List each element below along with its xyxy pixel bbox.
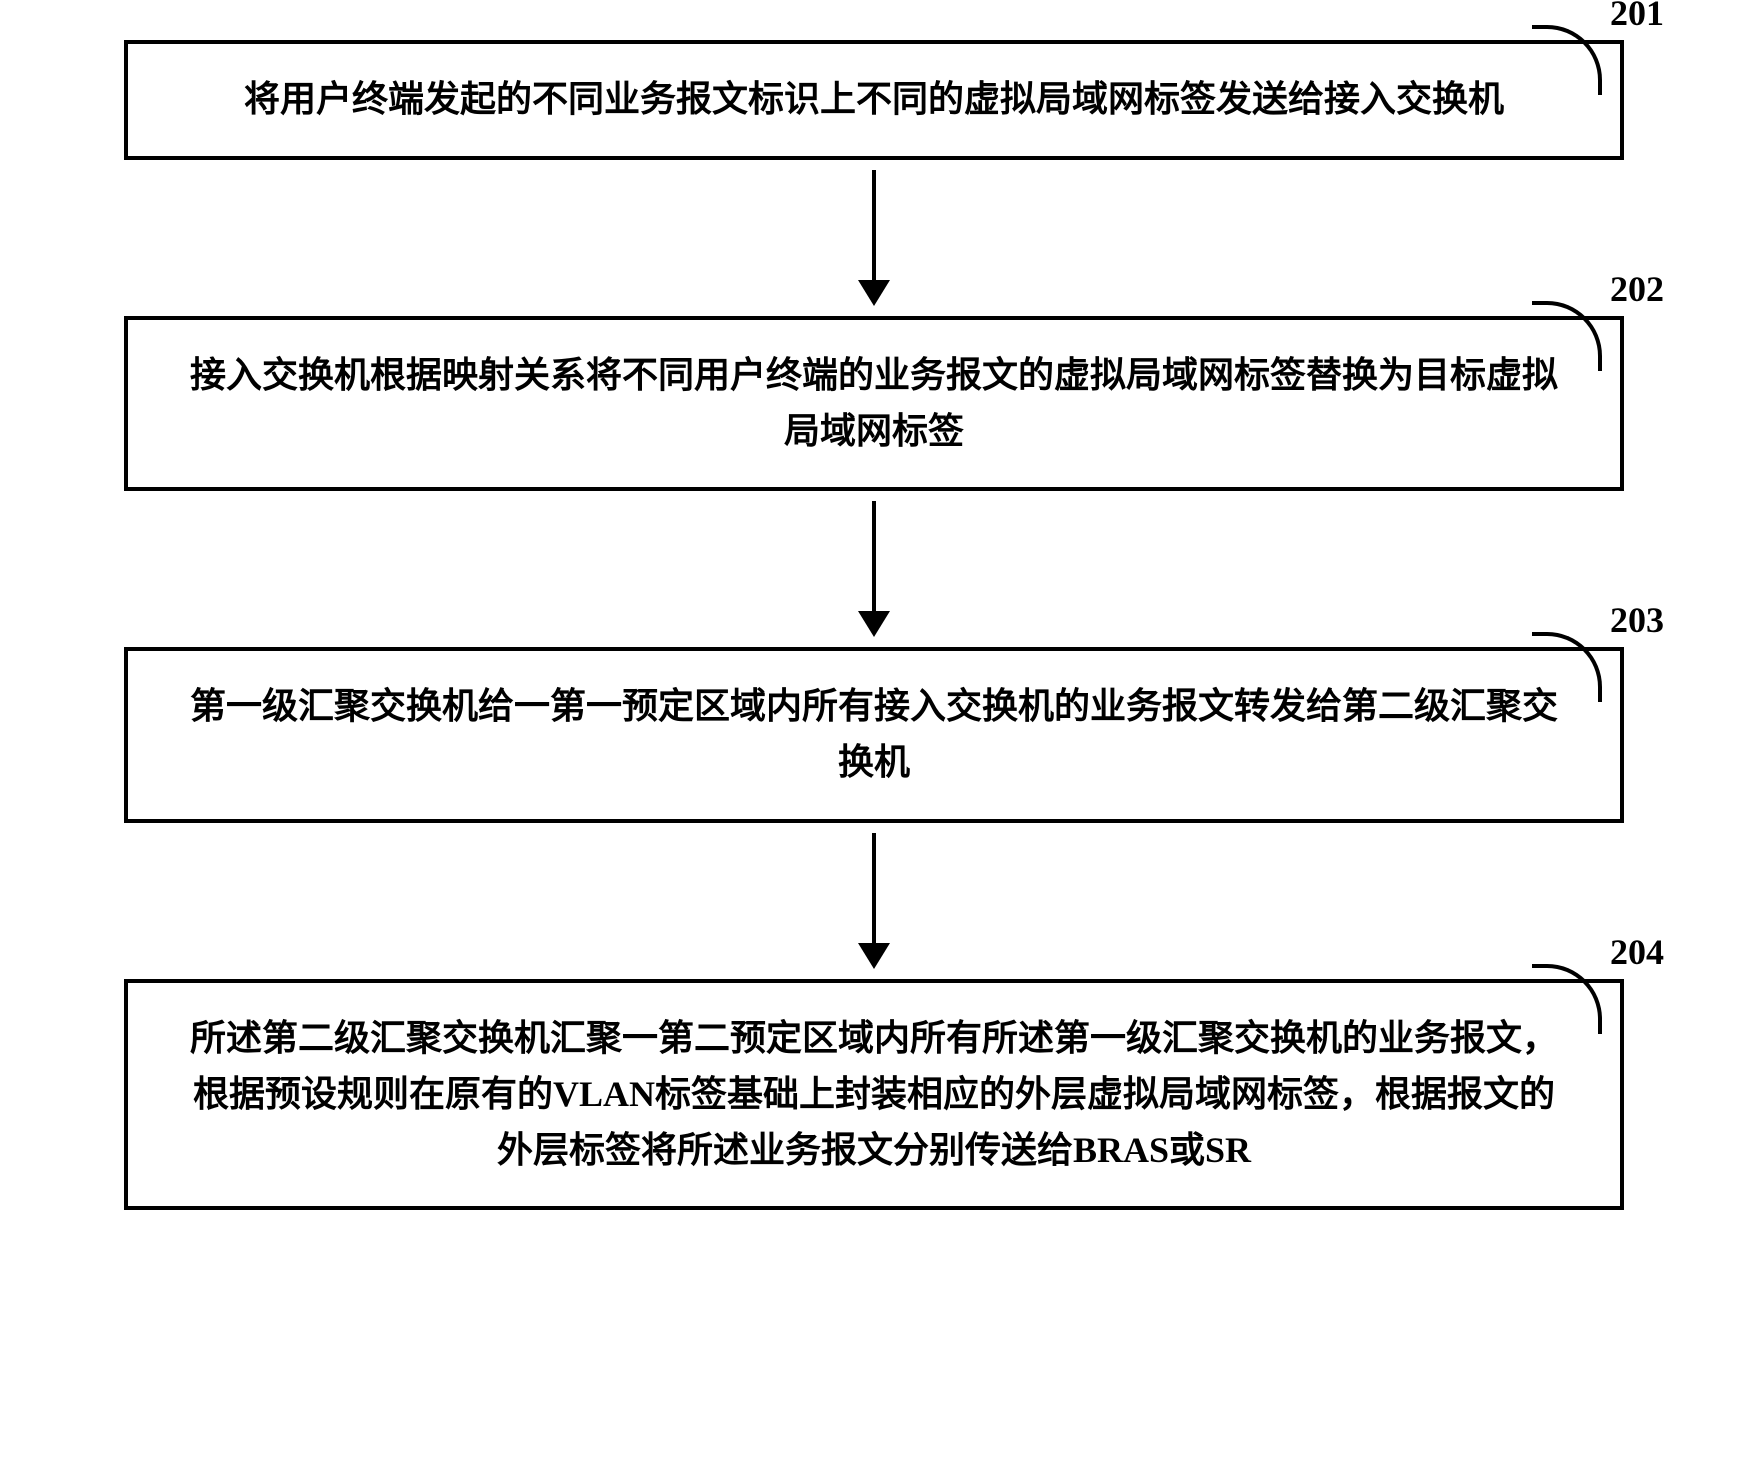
label-connector-1 [1532, 25, 1602, 95]
arrow-2 [858, 501, 890, 637]
flowchart-container: 201 将用户终端发起的不同业务报文标识上不同的虚拟局域网标签发送给接入交换机 … [74, 40, 1674, 1210]
step-wrapper-4: 204 所述第二级汇聚交换机汇聚一第二预定区域内所有所述第一级汇聚交换机的业务报… [74, 979, 1674, 1210]
step-box-1: 将用户终端发起的不同业务报文标识上不同的虚拟局域网标签发送给接入交换机 [124, 40, 1624, 160]
arrow-head [858, 943, 890, 969]
label-connector-4 [1532, 964, 1602, 1034]
step-box-2: 接入交换机根据映射关系将不同用户终端的业务报文的虚拟局域网标签替换为目标虚拟局域… [124, 316, 1624, 492]
step-wrapper-1: 201 将用户终端发起的不同业务报文标识上不同的虚拟局域网标签发送给接入交换机 [74, 40, 1674, 160]
arrow-1 [858, 170, 890, 306]
arrow-head [858, 280, 890, 306]
step-label-3: 203 [1610, 599, 1664, 641]
arrow-line [872, 833, 876, 943]
label-connector-3 [1532, 632, 1602, 702]
step-label-1: 201 [1610, 0, 1664, 34]
arrow-3 [858, 833, 890, 969]
step-wrapper-2: 202 接入交换机根据映射关系将不同用户终端的业务报文的虚拟局域网标签替换为目标… [74, 316, 1674, 492]
arrow-head [858, 611, 890, 637]
label-connector-2 [1532, 301, 1602, 371]
step-label-4: 204 [1610, 931, 1664, 973]
step-label-2: 202 [1610, 268, 1664, 310]
step-wrapper-3: 203 第一级汇聚交换机给一第一预定区域内所有接入交换机的业务报文转发给第二级汇… [74, 647, 1674, 823]
step-box-4: 所述第二级汇聚交换机汇聚一第二预定区域内所有所述第一级汇聚交换机的业务报文，根据… [124, 979, 1624, 1210]
step-box-3: 第一级汇聚交换机给一第一预定区域内所有接入交换机的业务报文转发给第二级汇聚交换机 [124, 647, 1624, 823]
arrow-line [872, 170, 876, 280]
arrow-line [872, 501, 876, 611]
